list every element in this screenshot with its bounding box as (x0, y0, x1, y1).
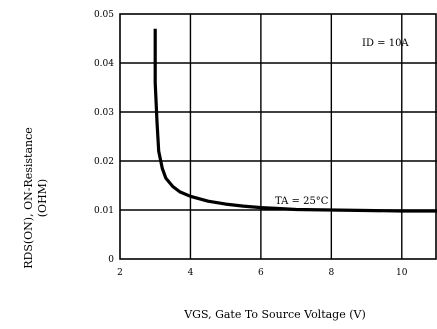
y-tick-label: 0.04 (94, 59, 114, 69)
y-tick-label: 0.01 (94, 206, 114, 216)
x-tick-label: 6 (258, 268, 264, 278)
x-tick-label: 4 (188, 268, 194, 278)
temperature-annotation: TA = 25°C (275, 196, 329, 207)
y-tick-label: 0.05 (94, 10, 114, 20)
x-tick-label: 8 (328, 268, 334, 278)
rds-on-vs-vgs-line (153, 28, 437, 213)
y-axis-label-line-2: (OHM) (36, 179, 49, 217)
y-axis-label-line-1: RDS(ON), ON-Resistance (22, 127, 35, 269)
grid-lines (120, 14, 437, 259)
y-axis-label: RDS(ON), ON-Resistance (OHM) (22, 127, 49, 269)
series-layer (153, 28, 437, 213)
plot-frame (119, 13, 437, 260)
x-axis-label: VGS, Gate To Source Voltage (V) (183, 308, 366, 321)
y-tick-label: 0.03 (94, 108, 114, 118)
y-tick-label: 0.02 (94, 157, 114, 167)
tick-labels: 2 4 6 8 10 0 0.01 0.02 0.03 0.04 0.05 (94, 10, 408, 278)
current-annotation: ID = 10A (362, 38, 409, 49)
x-tick-label: 10 (396, 268, 408, 278)
x-tick-label: 2 (117, 268, 123, 278)
y-tick-label: 0 (108, 255, 114, 265)
